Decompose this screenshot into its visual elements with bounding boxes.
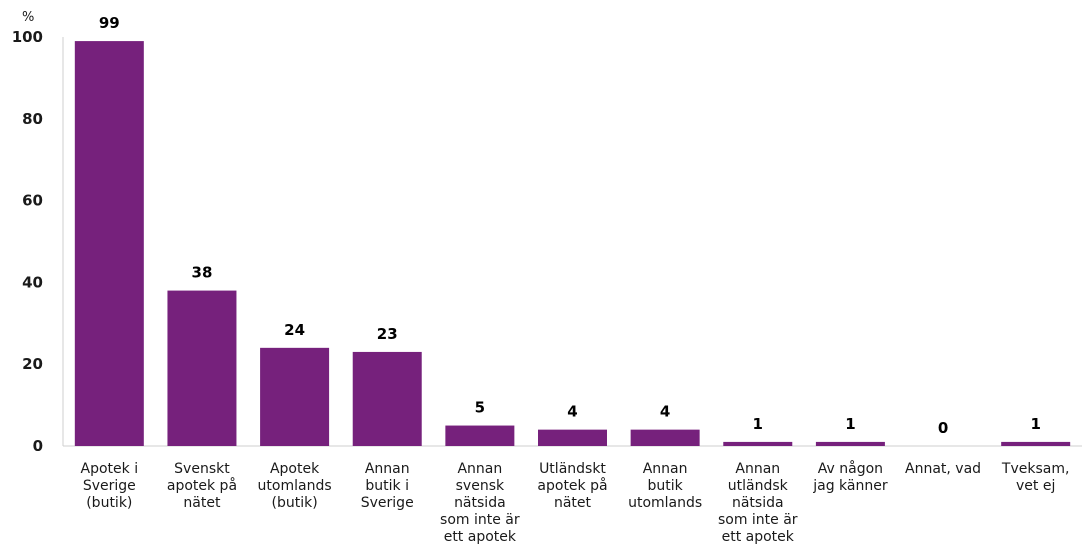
bar (630, 429, 700, 446)
y-tick-label: 20 (22, 355, 43, 373)
data-label: 5 (475, 399, 485, 417)
data-labels: 99 38 24 23 5 4 4 1 1 0 1 (99, 14, 1041, 437)
data-label: 1 (1030, 415, 1040, 433)
y-axis-unit-label: % (22, 10, 34, 25)
data-label: 99 (99, 14, 120, 32)
category-label: Annan butik utomlands (628, 461, 702, 511)
y-tick-label: 0 (33, 437, 43, 455)
data-label: 4 (660, 403, 670, 421)
bar (167, 290, 237, 446)
data-label: 38 (192, 264, 213, 282)
bar (260, 347, 330, 446)
category-label: Utländskt apotek på nätet (537, 461, 607, 511)
bar (74, 41, 144, 447)
data-label: 1 (845, 415, 855, 433)
category-label: Svenskt apotek på nätet (167, 461, 237, 511)
data-label: 1 (753, 415, 763, 433)
y-tick-label: 100 (12, 28, 43, 46)
bars (74, 41, 1071, 447)
y-tick-label: 40 (22, 273, 43, 291)
category-label: Annan svensk nätsida som inte är ett apotek (440, 461, 520, 545)
bar (352, 351, 422, 446)
data-label: 23 (377, 325, 398, 343)
y-axis-ticks: 0 20 40 60 80 100 (12, 28, 43, 455)
data-label: 0 (938, 419, 948, 437)
category-label: Apotek i Sverige (butik) (81, 461, 139, 511)
category-label: Annat, vad (905, 461, 981, 477)
bar (538, 429, 607, 446)
category-label: Annan utländsk nätsida som inte är ett apote… (718, 461, 798, 545)
data-label: 24 (284, 321, 305, 339)
y-tick-label: 60 (22, 192, 43, 210)
category-label: Annan butik i Sverige (361, 461, 414, 511)
category-label: Tveksam, vet ej (1001, 461, 1070, 494)
category-label: Av någon jag känner (812, 460, 888, 494)
category-label: Apotek utomlands (butik) (258, 461, 332, 511)
category-labels: Apotek i Sverige (butik) Svenskt apotek på nä… (81, 460, 1070, 545)
data-label: 4 (567, 403, 577, 421)
bar (815, 441, 885, 446)
bar (445, 425, 515, 446)
y-tick-label: 80 (22, 110, 43, 128)
bar (723, 441, 793, 446)
bar (1001, 441, 1071, 446)
